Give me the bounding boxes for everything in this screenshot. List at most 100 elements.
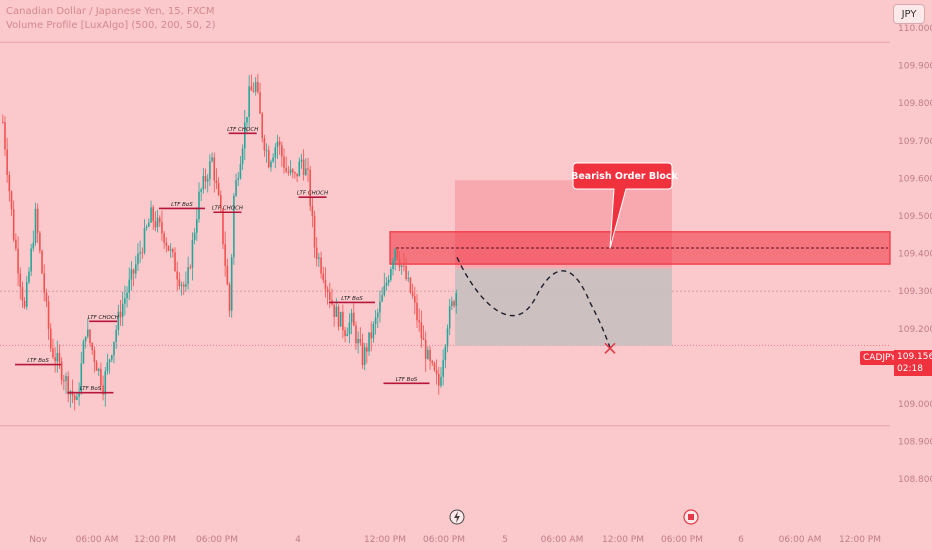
currency-button[interactable]: JPY <box>893 4 925 24</box>
candle-body <box>235 180 237 196</box>
candle <box>350 308 353 335</box>
x-tick-label: 6 <box>738 535 744 545</box>
candle-body <box>355 325 357 344</box>
candle-body <box>248 86 250 117</box>
candle-body <box>390 268 392 280</box>
candle-body <box>429 349 431 362</box>
candle-body <box>398 258 401 267</box>
y-tick-label: 109.000 <box>898 400 932 410</box>
x-tick-label: 06:00 PM <box>196 535 238 545</box>
candle <box>294 171 296 179</box>
candle <box>422 325 425 341</box>
candle-body <box>267 150 270 168</box>
candle <box>45 288 48 308</box>
candle <box>291 168 294 179</box>
candle-body <box>300 159 303 162</box>
candle <box>444 343 447 369</box>
candle <box>124 285 126 316</box>
candle <box>150 200 152 223</box>
lightning-icon <box>454 511 460 523</box>
candle <box>215 168 218 189</box>
candle-body <box>291 169 294 173</box>
candle-body <box>45 292 48 302</box>
candle-body <box>102 385 104 395</box>
candle <box>322 266 325 284</box>
candle-body <box>49 328 52 349</box>
candle-body <box>54 357 56 362</box>
candle-body <box>78 391 80 397</box>
candle <box>161 210 163 241</box>
candle-body <box>309 169 311 207</box>
y-tick-label: 109.200 <box>898 325 932 335</box>
candle-body <box>337 306 340 327</box>
order-block-zone[interactable] <box>389 231 891 265</box>
candle <box>67 371 69 403</box>
candle-body <box>12 209 15 240</box>
candle-body <box>89 329 91 344</box>
candle <box>119 299 122 326</box>
candle-body <box>6 149 8 176</box>
candle-body <box>446 328 449 347</box>
y-tick-label: 110.000 <box>898 24 932 34</box>
candle-body <box>34 208 37 243</box>
candle <box>337 304 340 331</box>
candle-body <box>217 183 220 196</box>
candle <box>132 268 135 287</box>
callout-bubble[interactable] <box>572 162 673 249</box>
candle <box>424 331 427 372</box>
candle-body <box>307 168 309 170</box>
callout-label: Bearish Order Block <box>571 171 678 182</box>
candle <box>239 156 242 180</box>
candle-body <box>163 233 165 243</box>
candle-body <box>132 269 135 274</box>
take-profit-zone[interactable] <box>455 268 672 346</box>
candle <box>141 247 144 259</box>
candle-body <box>383 285 386 296</box>
candle-body <box>261 113 264 139</box>
candle <box>390 266 392 282</box>
candle <box>28 267 30 285</box>
candle <box>39 231 41 254</box>
x-tick-label: 12:00 PM <box>134 535 176 545</box>
candle <box>152 204 155 230</box>
candle <box>73 393 76 411</box>
candle <box>2 114 4 124</box>
current-price-tag: 109.156 02:18 <box>894 350 932 376</box>
x-tick-label: 06:00 AM <box>76 535 119 545</box>
candle <box>233 193 235 265</box>
candle <box>200 187 202 202</box>
candle-body <box>97 368 100 371</box>
candle <box>87 318 89 339</box>
candle-body <box>272 157 274 162</box>
candle <box>4 116 6 157</box>
candle-body <box>420 322 423 339</box>
candle-body <box>189 267 192 269</box>
candle <box>250 74 253 91</box>
candle <box>333 304 335 327</box>
x-tick-label: 12:00 PM <box>839 535 881 545</box>
candle <box>95 359 98 371</box>
candle <box>196 207 198 241</box>
candle-body <box>315 247 318 259</box>
candle <box>145 224 148 231</box>
candle <box>392 257 394 276</box>
candle <box>352 303 355 326</box>
candle-body <box>32 242 35 249</box>
candle <box>130 261 133 291</box>
candle <box>176 261 178 291</box>
candle <box>455 289 458 314</box>
candle <box>357 331 359 354</box>
candle-body <box>418 320 420 323</box>
candle-body <box>84 336 87 342</box>
candle <box>113 341 115 364</box>
candle <box>366 343 368 364</box>
candle <box>265 143 268 163</box>
candle <box>248 75 250 127</box>
y-tick-label: 109.800 <box>898 99 932 109</box>
candle-body <box>444 346 447 361</box>
candle-body <box>435 370 438 375</box>
candle-body <box>115 329 117 342</box>
candle <box>442 349 444 386</box>
candle-body <box>326 289 329 293</box>
